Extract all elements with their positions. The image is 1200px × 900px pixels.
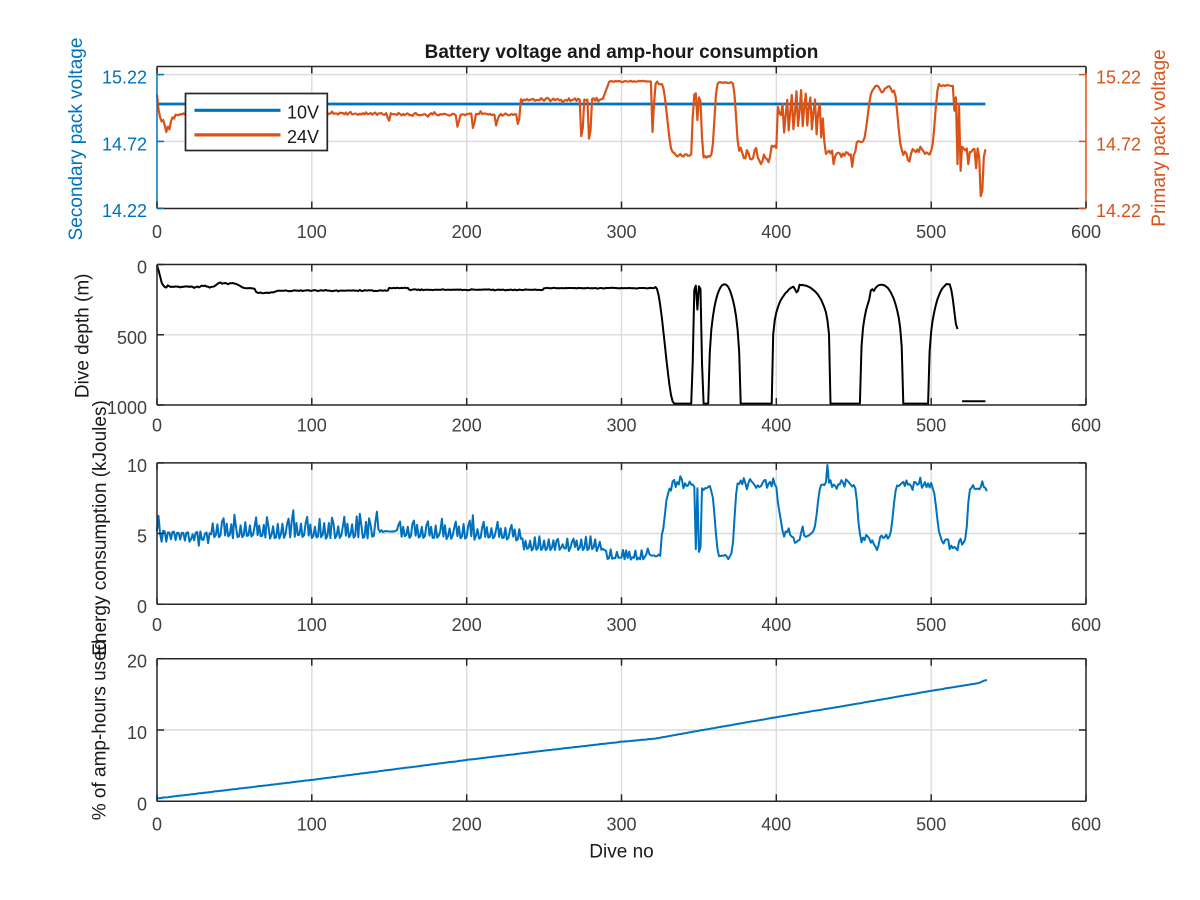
svg-text:500: 500 bbox=[916, 815, 946, 835]
svg-text:300: 300 bbox=[606, 815, 636, 835]
svg-text:20: 20 bbox=[127, 652, 147, 672]
svg-text:100: 100 bbox=[297, 615, 327, 635]
svg-text:500: 500 bbox=[916, 416, 946, 436]
svg-text:14.22: 14.22 bbox=[102, 201, 147, 221]
svg-text:15.22: 15.22 bbox=[102, 68, 147, 88]
svg-text:100: 100 bbox=[297, 222, 327, 242]
svg-text:0: 0 bbox=[137, 597, 147, 617]
svg-text:300: 300 bbox=[606, 615, 636, 635]
svg-text:15.22: 15.22 bbox=[1096, 68, 1141, 88]
svg-text:Secondary pack voltage: Secondary pack voltage bbox=[66, 38, 87, 241]
svg-text:% of amp-hours used: % of amp-hours used bbox=[90, 640, 111, 821]
svg-text:600: 600 bbox=[1071, 815, 1101, 835]
svg-text:10: 10 bbox=[127, 456, 147, 476]
svg-text:600: 600 bbox=[1071, 222, 1101, 242]
svg-text:0: 0 bbox=[152, 222, 162, 242]
svg-text:100: 100 bbox=[297, 815, 327, 835]
svg-text:0: 0 bbox=[152, 615, 162, 635]
svg-text:200: 200 bbox=[452, 815, 482, 835]
svg-text:Energy consumption (kJoules): Energy consumption (kJoules) bbox=[90, 400, 111, 656]
svg-text:0: 0 bbox=[152, 815, 162, 835]
svg-text:5: 5 bbox=[137, 527, 147, 547]
svg-text:500: 500 bbox=[916, 222, 946, 242]
svg-text:Dive depth (m): Dive depth (m) bbox=[73, 273, 94, 398]
svg-text:300: 300 bbox=[606, 416, 636, 436]
svg-text:300: 300 bbox=[606, 222, 636, 242]
svg-text:500: 500 bbox=[916, 615, 946, 635]
svg-text:600: 600 bbox=[1071, 416, 1101, 436]
svg-text:Dive no: Dive no bbox=[589, 842, 653, 863]
svg-text:200: 200 bbox=[452, 222, 482, 242]
svg-text:600: 600 bbox=[1071, 615, 1101, 635]
svg-text:10V: 10V bbox=[287, 102, 319, 122]
svg-text:14.22: 14.22 bbox=[1096, 201, 1141, 221]
svg-text:Battery voltage and amp-hour c: Battery voltage and amp-hour consumption bbox=[425, 42, 819, 63]
svg-text:0: 0 bbox=[137, 258, 147, 278]
svg-text:200: 200 bbox=[452, 416, 482, 436]
svg-text:1000: 1000 bbox=[107, 398, 147, 418]
svg-text:100: 100 bbox=[297, 416, 327, 436]
svg-text:0: 0 bbox=[152, 416, 162, 436]
svg-text:200: 200 bbox=[452, 615, 482, 635]
svg-text:400: 400 bbox=[761, 416, 791, 436]
svg-text:500: 500 bbox=[117, 328, 147, 348]
svg-text:10: 10 bbox=[127, 723, 147, 743]
svg-text:400: 400 bbox=[761, 615, 791, 635]
svg-text:Primary pack voltage: Primary pack voltage bbox=[1149, 49, 1170, 226]
svg-text:400: 400 bbox=[761, 222, 791, 242]
svg-text:400: 400 bbox=[761, 815, 791, 835]
svg-text:24V: 24V bbox=[287, 127, 319, 147]
svg-text:0: 0 bbox=[137, 794, 147, 814]
svg-text:14.72: 14.72 bbox=[102, 134, 147, 154]
svg-text:14.72: 14.72 bbox=[1096, 134, 1141, 154]
